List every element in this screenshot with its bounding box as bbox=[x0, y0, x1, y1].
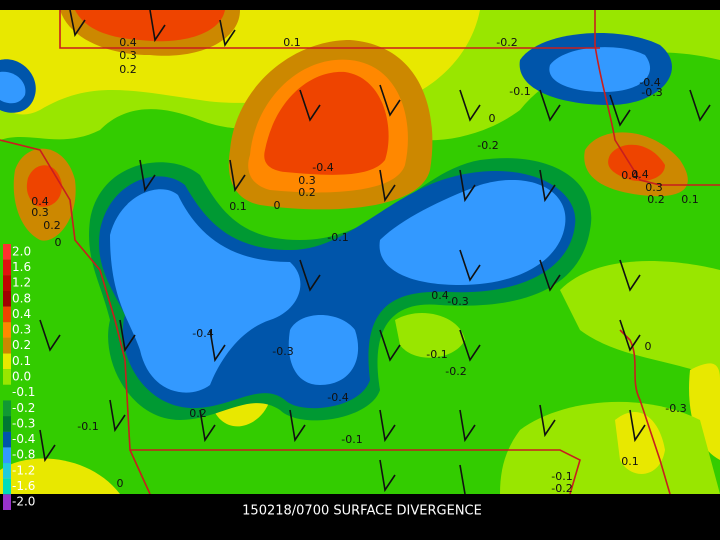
contour-label: -0.1 bbox=[327, 231, 348, 244]
contour-label: 0 bbox=[274, 199, 281, 212]
contour-label: -0.3 bbox=[272, 345, 293, 358]
contour-label: -0.1 bbox=[341, 433, 362, 446]
contour-label: 0.4 bbox=[621, 169, 639, 182]
legend-label: -0.3 bbox=[12, 416, 35, 430]
legend-label: -2.0 bbox=[12, 495, 35, 509]
contour-label: 0.2 bbox=[43, 219, 61, 232]
contour-label: 0.2 bbox=[189, 407, 207, 420]
legend-label: 0.0 bbox=[12, 370, 31, 384]
contour-label: 0 bbox=[645, 340, 652, 353]
contour-label: -0.2 bbox=[496, 36, 517, 49]
contour-label: 0 bbox=[117, 477, 124, 490]
legend: 2.0 1.6 1.20.8 0.4 0.30.2 0.1 0.0-0.1 -0.2-0.3 -… bbox=[3, 244, 35, 510]
legend-swatch bbox=[3, 416, 11, 432]
contour-label: -0.1 bbox=[509, 85, 530, 98]
contour-label: -0.3 bbox=[665, 402, 686, 415]
contour-label: 0.2 bbox=[647, 193, 665, 206]
contour-label: 0.4 bbox=[31, 195, 49, 208]
legend-label: 0.8 bbox=[12, 291, 31, 305]
contour-label: -0.2 bbox=[445, 365, 466, 378]
contour-label: -0.3 bbox=[641, 86, 662, 99]
contour-label: 0.1 bbox=[283, 36, 301, 49]
legend-swatch bbox=[3, 259, 11, 276]
contour-label: 0.2 bbox=[119, 63, 137, 76]
contour-label: -0.3 bbox=[447, 295, 468, 308]
legend-label: 1.2 bbox=[12, 276, 31, 290]
contour-label: -0.4 bbox=[327, 391, 348, 404]
legend-swatch bbox=[3, 463, 11, 479]
contour-band bbox=[264, 71, 389, 175]
contour-band bbox=[560, 261, 720, 380]
contour-label: 0.3 bbox=[31, 206, 49, 219]
contour-band bbox=[110, 189, 301, 393]
contour-label: 0.3 bbox=[119, 49, 137, 62]
legend-swatch bbox=[3, 322, 11, 338]
map-title: 150218/0700 SURFACE DIVERGENCE bbox=[242, 504, 482, 519]
contour-label: -0.2 bbox=[551, 482, 572, 495]
contour-label: -0.1 bbox=[77, 420, 98, 433]
legend-label: 0.4 bbox=[12, 307, 31, 321]
legend-swatch bbox=[3, 244, 11, 260]
contour-band bbox=[288, 315, 359, 385]
contour-band bbox=[615, 411, 665, 474]
contour-band bbox=[0, 458, 120, 494]
legend-swatch bbox=[3, 478, 11, 495]
contour-band bbox=[379, 179, 566, 285]
state-borders bbox=[0, 10, 720, 494]
legend-label: -0.4 bbox=[12, 432, 35, 446]
contour-label: 0.1 bbox=[229, 200, 247, 213]
legend-label: 2.0 bbox=[12, 244, 31, 258]
contour-label: 0.3 bbox=[645, 181, 663, 194]
legend-swatch bbox=[3, 400, 11, 417]
legend-swatch bbox=[3, 290, 11, 307]
contour-label: 0.4 bbox=[431, 289, 449, 302]
legend-label: -0.1 bbox=[12, 385, 35, 399]
contour-label: -0.1 bbox=[551, 470, 572, 483]
contour-labels: 0.40.30.20.1 -0.2-0.4-0.3-0.10-0.2-0.40.3… bbox=[31, 36, 699, 495]
contour-label: 0.3 bbox=[298, 174, 316, 187]
legend-label: -1.2 bbox=[12, 463, 35, 477]
legend-swatch bbox=[3, 337, 11, 354]
contour-label: 0.1 bbox=[621, 455, 639, 468]
contour-label: 0 bbox=[55, 236, 62, 249]
legend-label: -0.2 bbox=[12, 401, 35, 415]
contour-label: 0.1 bbox=[681, 193, 699, 206]
map: 0.40.30.20.1 -0.2-0.4-0.3-0.10-0.2-0.40.3… bbox=[0, 10, 720, 495]
legend-swatch bbox=[3, 494, 11, 510]
legend-label: -0.8 bbox=[12, 448, 35, 462]
legend-swatch bbox=[3, 447, 11, 464]
contour-band bbox=[26, 165, 63, 207]
legend-swatch bbox=[3, 431, 11, 448]
contour-label: -0.4 bbox=[312, 161, 333, 174]
legend-swatch bbox=[3, 353, 11, 370]
contour-label: -0.4 bbox=[639, 76, 660, 89]
contour-label: 0 bbox=[489, 112, 496, 125]
wind-barbs bbox=[39, 10, 711, 494]
legend-label: 0.2 bbox=[12, 338, 31, 352]
legend-label: 0.1 bbox=[12, 354, 31, 368]
legend-swatch bbox=[3, 306, 11, 323]
contour-label: -0.2 bbox=[477, 139, 498, 152]
legend-label: 1.6 bbox=[12, 260, 31, 274]
contour-band bbox=[395, 312, 465, 358]
contour-label: 0.4 bbox=[119, 36, 137, 49]
contour-label: -0.1 bbox=[426, 348, 447, 361]
contour-band bbox=[500, 401, 720, 494]
legend-swatch bbox=[3, 275, 11, 291]
legend-label: 0.3 bbox=[12, 323, 31, 337]
contour-band bbox=[689, 363, 720, 460]
legend-swatch bbox=[3, 384, 11, 401]
contour-band bbox=[75, 10, 225, 42]
contour-label: 0.2 bbox=[298, 186, 316, 199]
legend-label: -1.6 bbox=[12, 479, 35, 493]
contour-label: -0.4 bbox=[192, 327, 213, 340]
legend-swatch bbox=[3, 369, 11, 385]
contour-band bbox=[0, 71, 26, 104]
contour-band bbox=[608, 144, 665, 182]
contour-label: 0.4 bbox=[631, 168, 649, 181]
